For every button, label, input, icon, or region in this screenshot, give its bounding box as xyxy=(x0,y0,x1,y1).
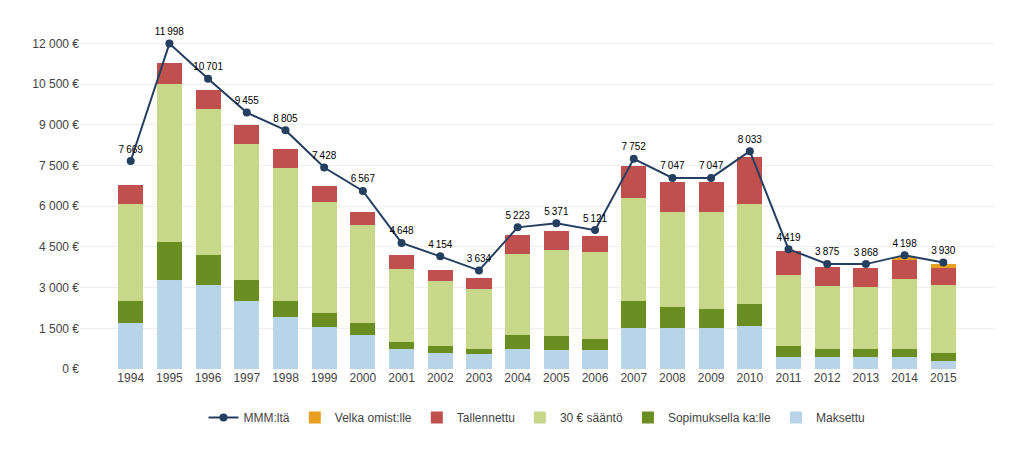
svg-text:5 223: 5 223 xyxy=(506,210,531,221)
svg-text:1995: 1995 xyxy=(156,371,183,385)
svg-text:2001: 2001 xyxy=(388,371,415,385)
svg-text:2000: 2000 xyxy=(350,371,377,385)
svg-text:7 047: 7 047 xyxy=(699,160,724,171)
svg-text:2004: 2004 xyxy=(504,371,531,385)
svg-text:8 033: 8 033 xyxy=(738,134,763,145)
svg-text:30 € sääntö: 30 € sääntö xyxy=(560,411,623,425)
svg-text:7 669: 7 669 xyxy=(119,144,144,155)
svg-text:Tallennettu: Tallennettu xyxy=(457,411,515,425)
svg-text:Sopimuksella ka:lle: Sopimuksella ka:lle xyxy=(668,411,771,425)
svg-text:2015: 2015 xyxy=(930,371,957,385)
svg-text:1996: 1996 xyxy=(195,371,222,385)
svg-text:7 500 €: 7 500 € xyxy=(39,159,79,173)
svg-text:2010: 2010 xyxy=(736,371,763,385)
svg-text:5 121: 5 121 xyxy=(583,213,608,224)
svg-text:Maksettu: Maksettu xyxy=(816,411,865,425)
svg-text:2007: 2007 xyxy=(620,371,647,385)
svg-text:7 752: 7 752 xyxy=(622,141,647,152)
svg-text:10 500 €: 10 500 € xyxy=(32,77,79,91)
svg-text:7 428: 7 428 xyxy=(312,150,337,161)
svg-text:4 648: 4 648 xyxy=(389,225,414,236)
svg-text:2013: 2013 xyxy=(853,371,880,385)
svg-text:MMM:ltä: MMM:ltä xyxy=(244,411,290,425)
svg-text:4 154: 4 154 xyxy=(428,239,453,250)
svg-text:4 500 €: 4 500 € xyxy=(39,240,79,254)
svg-text:3 868: 3 868 xyxy=(854,247,879,258)
svg-text:4 198: 4 198 xyxy=(892,238,917,249)
svg-text:1 500 €: 1 500 € xyxy=(39,322,79,336)
svg-text:2002: 2002 xyxy=(427,371,454,385)
svg-text:6 000 €: 6 000 € xyxy=(39,199,79,213)
svg-text:7 047: 7 047 xyxy=(660,160,685,171)
svg-text:6 567: 6 567 xyxy=(351,173,376,184)
svg-text:2008: 2008 xyxy=(659,371,686,385)
svg-text:2012: 2012 xyxy=(814,371,841,385)
svg-text:2011: 2011 xyxy=(776,371,802,385)
svg-text:1998: 1998 xyxy=(272,371,299,385)
svg-text:0 €: 0 € xyxy=(62,362,79,376)
svg-text:12 000 €: 12 000 € xyxy=(32,37,79,51)
svg-text:4 419: 4 419 xyxy=(776,232,801,243)
svg-text:9 455: 9 455 xyxy=(235,95,260,106)
svg-text:2014: 2014 xyxy=(891,371,918,385)
svg-text:5 371: 5 371 xyxy=(544,206,569,217)
svg-text:3 875: 3 875 xyxy=(815,246,840,257)
svg-text:10 701: 10 701 xyxy=(193,61,223,72)
svg-text:8 805: 8 805 xyxy=(273,113,298,124)
svg-text:1999: 1999 xyxy=(311,371,338,385)
svg-text:1994: 1994 xyxy=(117,371,144,385)
svg-text:3 000 €: 3 000 € xyxy=(39,281,79,295)
svg-text:2003: 2003 xyxy=(466,371,493,385)
svg-text:1997: 1997 xyxy=(233,371,260,385)
svg-text:3 634: 3 634 xyxy=(467,253,492,264)
svg-text:9 000 €: 9 000 € xyxy=(39,118,79,132)
svg-text:2009: 2009 xyxy=(698,371,725,385)
svg-text:2005: 2005 xyxy=(543,371,570,385)
svg-text:Velka omist:lle: Velka omist:lle xyxy=(335,411,412,425)
svg-text:3 930: 3 930 xyxy=(931,245,956,256)
svg-text:2006: 2006 xyxy=(582,371,609,385)
svg-text:11 998: 11 998 xyxy=(155,26,185,37)
